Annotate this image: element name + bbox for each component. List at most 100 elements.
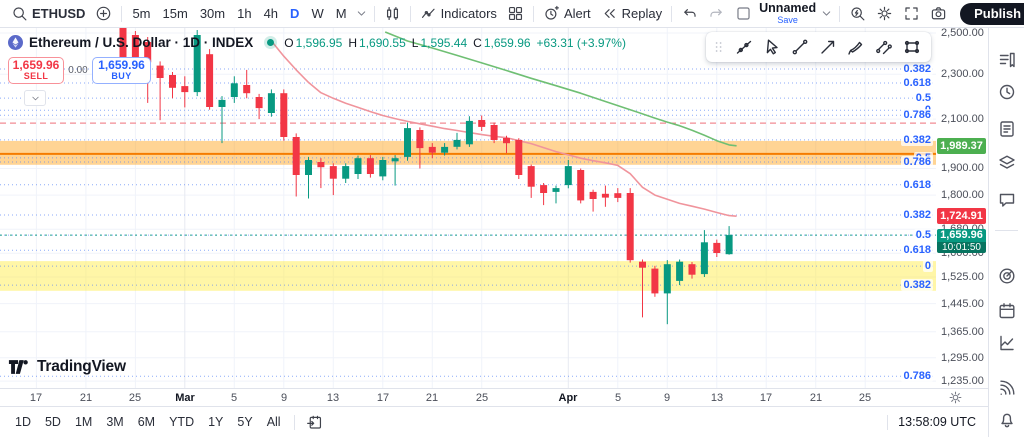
indicators-button[interactable]: Indicators xyxy=(415,2,502,26)
sell-price: 1,659.96 xyxy=(12,57,60,72)
timezone-clock-button[interactable]: 13:58:09 UTC xyxy=(898,415,976,429)
calendar-button[interactable] xyxy=(997,301,1017,321)
watchlist-button[interactable] xyxy=(997,50,1017,70)
time-tick-label: Apr xyxy=(558,392,578,404)
search-icon xyxy=(11,5,28,22)
timeframe-30m[interactable]: 30m xyxy=(199,6,226,21)
alerts-button[interactable] xyxy=(997,82,1017,102)
replay-icon xyxy=(601,5,618,22)
time-tick-label: 21 xyxy=(79,392,93,404)
price-chart-canvas[interactable] xyxy=(0,28,936,388)
chevron-down-icon xyxy=(30,93,41,104)
top-toolbar: ETHUSD 5m 15m 30m 1h 4h D W M Indicators Alert xyxy=(0,0,1024,28)
sidebar-divider xyxy=(995,230,1018,231)
publish-button[interactable]: Publish xyxy=(960,2,1024,25)
price-tick-label: 1,235.00 xyxy=(941,375,984,387)
symbol-title: Ethereum / U.S. Dollar · 1D · INDEX xyxy=(29,35,254,50)
timeframe-1h[interactable]: 1h xyxy=(237,6,252,21)
range-5y[interactable]: 5Y xyxy=(237,415,253,429)
parallel-channel-tool-button[interactable] xyxy=(870,34,898,60)
alert-button[interactable]: Alert xyxy=(538,2,596,26)
chat-button[interactable] xyxy=(997,190,1017,210)
sell-button[interactable]: 1,659.96 SELL xyxy=(8,57,64,84)
rectangle-tool-button[interactable] xyxy=(898,34,926,60)
current-price-badge: 1,659.96 10:01:50 xyxy=(937,229,986,253)
goto-date-button[interactable] xyxy=(301,410,328,434)
price-scale-settings-button[interactable] xyxy=(948,390,963,405)
time-tick-label: 21 xyxy=(425,392,439,404)
symbol-search-button[interactable]: ETHUSD xyxy=(6,2,90,26)
time-tick-label: 21 xyxy=(809,392,823,404)
range-1d[interactable]: 1D xyxy=(15,415,31,429)
brush-tool-button[interactable] xyxy=(842,34,870,60)
indicator-templates-button[interactable] xyxy=(502,2,529,26)
timeframe-d[interactable]: D xyxy=(290,6,300,21)
high-label: H xyxy=(348,35,358,50)
save-link[interactable]: Save xyxy=(777,14,798,25)
timeframe-w[interactable]: W xyxy=(311,6,324,21)
tradingview-logo[interactable]: TradingView xyxy=(8,358,126,376)
chart-settings-button[interactable] xyxy=(871,2,898,26)
highlight-bands[interactable] xyxy=(0,140,936,291)
range-all[interactable]: All xyxy=(266,415,281,429)
high-value: 1,690.55 xyxy=(359,35,406,50)
redo-button[interactable] xyxy=(703,2,730,26)
price-tick-label: 2,300.00 xyxy=(941,68,984,80)
time-axis[interactable]: 17 21 25 Mar 5 9 13 17 21 25 Apr 5 9 13 17 21 25 xyxy=(0,388,988,407)
snapshot-button[interactable] xyxy=(925,2,952,26)
timeframe-5m[interactable]: 5m xyxy=(132,6,151,21)
trendline-tool-button[interactable] xyxy=(786,34,814,60)
arrow-tool-button[interactable] xyxy=(814,34,842,60)
quick-search-button[interactable] xyxy=(844,2,871,26)
calendar-icon xyxy=(997,301,1017,321)
chart-pane[interactable]: 0.382 0.618 0.5 0 0.786 0.382 0.5 0.786 0.618 0.3… xyxy=(0,28,988,437)
compare-add-button[interactable] xyxy=(90,2,117,26)
range-5d[interactable]: 5D xyxy=(44,415,61,429)
chart-legend[interactable]: Ethereum / U.S. Dollar · 1D · INDEX O 1,5… xyxy=(8,35,626,50)
trade-panel-button[interactable] xyxy=(997,333,1017,353)
layout-name-button[interactable]: Unnamed Save xyxy=(759,2,816,25)
range-ytd[interactable]: YTD xyxy=(169,415,195,429)
toolbar-divider xyxy=(839,5,841,22)
price-tick-label: 1,295.00 xyxy=(941,352,984,364)
price-axis[interactable]: 2,500.00 2,300.00 2,100.00 1,900.00 1,800.00… xyxy=(936,28,988,388)
time-tick-label: Mar xyxy=(175,392,195,404)
range-3m[interactable]: 3M xyxy=(106,415,124,429)
undo-button[interactable] xyxy=(676,2,703,26)
screener-button[interactable] xyxy=(997,266,1017,286)
range-1y[interactable]: 1Y xyxy=(208,415,224,429)
toolbar-divider xyxy=(532,5,534,22)
ideas-icon xyxy=(997,119,1017,139)
time-tick-label: 5 xyxy=(230,392,238,404)
notifications-button[interactable] xyxy=(997,409,1017,429)
ray-tool-button[interactable] xyxy=(730,34,758,60)
timeframe-15m[interactable]: 15m xyxy=(162,6,188,21)
layout-menu-button[interactable] xyxy=(818,2,835,26)
time-tick-label: 13 xyxy=(710,392,724,404)
price-tick-label: 2,100.00 xyxy=(941,113,984,125)
time-tick-label: 13 xyxy=(326,392,340,404)
timeframe-m[interactable]: M xyxy=(335,6,347,21)
object-tree-button[interactable] xyxy=(997,153,1017,173)
replay-button[interactable]: Replay xyxy=(596,2,667,26)
timeframe-4h[interactable]: 4h xyxy=(263,6,279,21)
layout-select-button[interactable] xyxy=(730,2,757,26)
candlestick-series[interactable] xyxy=(119,28,733,325)
drag-handle-icon[interactable] xyxy=(711,37,727,57)
legend-collapse-button[interactable] xyxy=(24,90,46,106)
fib-level-lines[interactable] xyxy=(0,68,936,377)
fullscreen-button[interactable] xyxy=(898,2,925,26)
interval-menu-button[interactable] xyxy=(353,2,370,26)
candlestick-style-icon xyxy=(384,5,401,22)
cursor-icon xyxy=(762,37,782,57)
ideas-button[interactable] xyxy=(997,119,1017,139)
chart-style-button[interactable] xyxy=(379,2,406,26)
plus-circle-icon xyxy=(95,5,112,22)
range-1m[interactable]: 1M xyxy=(74,415,93,429)
time-tick-label: 17 xyxy=(376,392,390,404)
streams-button[interactable] xyxy=(997,378,1017,398)
buy-button[interactable]: 1,659.96 BUY xyxy=(92,57,151,84)
cursor-button[interactable] xyxy=(758,34,786,60)
range-6m[interactable]: 6M xyxy=(137,415,156,429)
price-tick-label: 2,500.00 xyxy=(941,27,984,39)
